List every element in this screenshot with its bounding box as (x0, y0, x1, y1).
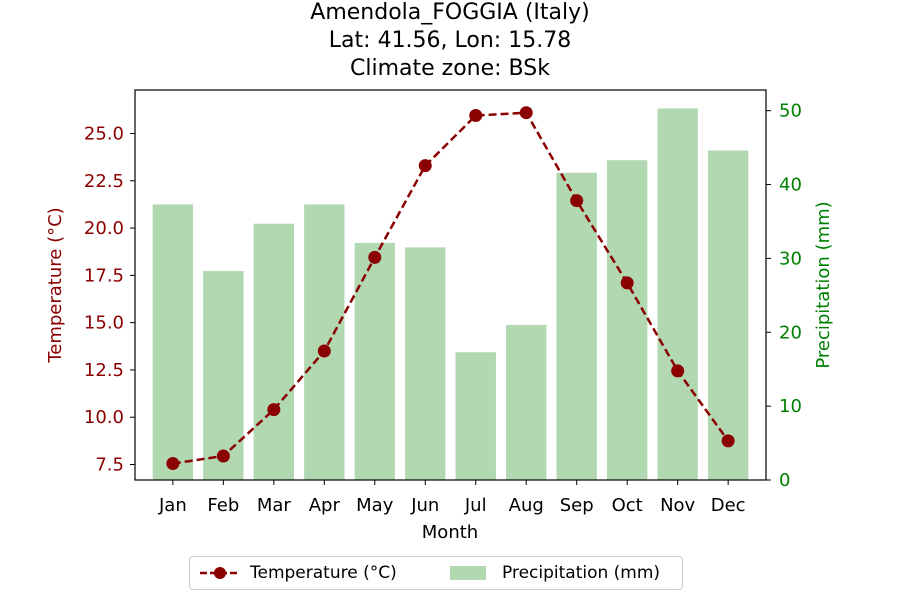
precipitation-bar-dec (707, 150, 749, 480)
temperature-point-feb (216, 449, 230, 463)
temperature-point-nov (671, 364, 685, 378)
x-tick-label: May (356, 495, 394, 516)
y-right-tick-label: 20 (779, 322, 802, 343)
y-right-tick-label: 30 (779, 248, 802, 269)
precipitation-bars (152, 108, 749, 480)
y-left-tick-label: 20.0 (84, 218, 124, 239)
temperature-line-series (166, 106, 735, 471)
precipitation-bar-sep (556, 172, 597, 480)
x-tick-label: Dec (711, 495, 746, 516)
precipitation-bar-may (354, 242, 395, 480)
y-left-tick-label: 25.0 (84, 124, 124, 145)
x-tick-label: Apr (309, 495, 341, 516)
temperature-line (172, 111, 730, 465)
x-tick-label: Oct (612, 495, 643, 516)
temperature-point-may (368, 250, 382, 264)
y-axis-left-label: Temperature (°C) (45, 207, 66, 363)
x-tick-label: Sep (560, 495, 594, 516)
legend-temperature-label: Temperature (°C) (250, 563, 397, 583)
precipitation-bar-nov (657, 108, 698, 480)
temperature-point-dec (721, 434, 735, 448)
x-tick-label: Jan (158, 495, 187, 516)
precipitation-bar-aug (506, 324, 547, 480)
precipitation-bar-jan (152, 204, 194, 480)
plot-frame (134, 89, 767, 481)
y-left-tick-label: 15.0 (84, 313, 124, 334)
x-axis-label: Month (422, 522, 478, 543)
precipitation-bar-mar (253, 223, 295, 480)
temperature-point-aug (519, 106, 533, 120)
temperature-point-jul (469, 109, 483, 123)
y-left-tick-label: 17.5 (84, 265, 124, 286)
legend-item-temperature: Temperature (°C) (198, 557, 397, 589)
x-tick-label: Aug (509, 495, 544, 516)
chart-axes: Jan Feb Mar Apr May Jun Jul Aug Sep Oct Nov Dec 7.5 1… (84, 89, 802, 516)
chart-subtitle-coordinates: Lat: 41.56, Lon: 15.78 (328, 28, 572, 53)
temperature-point-oct (620, 276, 634, 290)
x-tick-label: Nov (660, 495, 695, 516)
precipitation-bar-feb (203, 270, 244, 480)
y-right-tick-label: 0 (779, 470, 790, 491)
legend-temperature-marker (200, 567, 240, 579)
x-tick-label: Jun (410, 495, 439, 516)
y-right-tick-label: 50 (779, 101, 802, 122)
precipitation-bar-jun (405, 247, 446, 480)
x-tick-label: Mar (257, 495, 292, 516)
chart-subtitle-climate-zone: Climate zone: BSk (350, 56, 550, 81)
y-left-tick-label: 7.5 (95, 454, 124, 475)
legend-precipitation-swatch (450, 566, 486, 580)
y-left-tick-label: 10.0 (84, 407, 124, 428)
x-tick-label: Jul (464, 495, 487, 516)
legend-precipitation-label: Precipitation (mm) (502, 563, 661, 583)
chart-title: Amendola_FOGGIA (Italy) (310, 0, 590, 25)
temperature-point-apr (317, 344, 331, 358)
precipitation-bar-apr (304, 204, 345, 480)
y-left-tick-label: 12.5 (84, 360, 124, 381)
temperature-point-sep (570, 194, 584, 208)
chart-legend: Temperature (°C) Precipitation (mm) (189, 556, 683, 590)
y-left-tick-label: 22.5 (84, 171, 124, 192)
y-right-tick-label: 40 (779, 175, 802, 196)
legend-item-precipitation: Precipitation (mm) (448, 557, 660, 589)
precipitation-bar-jul (455, 352, 496, 480)
y-right-tick-label: 10 (779, 396, 802, 417)
temperature-point-jan (166, 457, 180, 471)
precipitation-bar-oct (606, 160, 648, 480)
temperature-point-mar (267, 403, 281, 417)
temperature-point-jun (418, 159, 432, 173)
x-tick-label: Feb (207, 495, 239, 516)
y-axis-right-label: Precipitation (mm) (813, 201, 834, 368)
